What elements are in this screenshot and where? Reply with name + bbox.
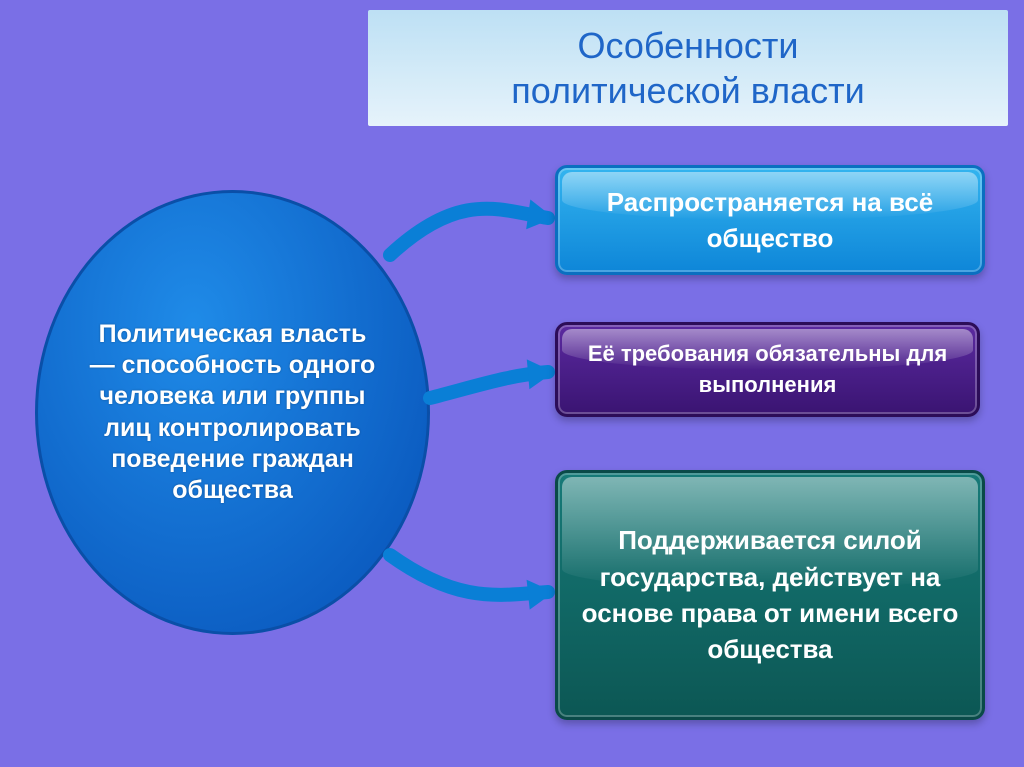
feature-box-1: Её требования обязательны для выполнения xyxy=(555,322,980,417)
title-line2: политической власти xyxy=(511,68,864,113)
feature-text: Поддерживается силой государства, действ… xyxy=(574,522,966,668)
title-line1: Особенности xyxy=(577,23,798,68)
definition-text: Политическая власть — способность одного… xyxy=(88,319,377,507)
feature-text: Распространяется на всё общество xyxy=(574,184,966,257)
feature-text: Её требования обязательны для выполнения xyxy=(574,339,961,401)
feature-box-2: Поддерживается силой государства, действ… xyxy=(555,470,985,720)
definition-ellipse: Политическая власть — способность одного… xyxy=(35,190,430,635)
title-box: Особенности политической власти xyxy=(368,10,1008,126)
feature-box-0: Распространяется на всё общество xyxy=(555,165,985,275)
